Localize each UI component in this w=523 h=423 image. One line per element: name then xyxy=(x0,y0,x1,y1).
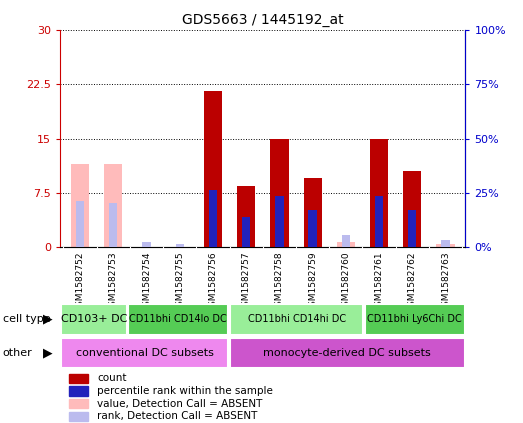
Bar xyxy=(242,217,251,247)
Bar xyxy=(204,91,222,247)
Text: monocyte-derived DC subsets: monocyte-derived DC subsets xyxy=(264,348,431,358)
Title: GDS5663 / 1445192_at: GDS5663 / 1445192_at xyxy=(182,13,344,27)
Bar xyxy=(309,210,317,247)
Bar xyxy=(403,171,422,247)
Bar xyxy=(375,196,383,247)
Bar xyxy=(104,164,122,247)
Text: ▶: ▶ xyxy=(43,313,52,326)
Text: GSM1582752: GSM1582752 xyxy=(76,252,85,312)
Bar xyxy=(275,196,283,247)
Bar xyxy=(370,139,388,247)
Text: GSM1582758: GSM1582758 xyxy=(275,252,284,313)
Text: percentile rank within the sample: percentile rank within the sample xyxy=(97,386,273,396)
Text: CD11bhi CD14hi DC: CD11bhi CD14hi DC xyxy=(247,314,346,324)
Bar xyxy=(176,244,184,247)
Bar xyxy=(408,210,416,247)
Bar xyxy=(142,242,151,247)
Bar xyxy=(230,304,363,335)
Text: count: count xyxy=(97,374,127,383)
Bar xyxy=(342,236,350,247)
Bar xyxy=(70,374,88,383)
Text: GSM1582763: GSM1582763 xyxy=(441,252,450,313)
Text: conventional DC subsets: conventional DC subsets xyxy=(76,348,213,358)
Bar xyxy=(436,244,454,247)
Text: GSM1582762: GSM1582762 xyxy=(408,252,417,312)
Bar xyxy=(71,164,89,247)
Text: ▶: ▶ xyxy=(43,347,52,360)
Bar xyxy=(76,201,84,247)
Text: cell type: cell type xyxy=(3,314,50,324)
Text: CD103+ DC: CD103+ DC xyxy=(61,314,127,324)
Text: CD11bhi Ly6Chi DC: CD11bhi Ly6Chi DC xyxy=(368,314,462,324)
Bar xyxy=(70,412,88,421)
Bar xyxy=(441,240,450,247)
Bar xyxy=(128,304,229,335)
Bar xyxy=(230,338,465,368)
Text: rank, Detection Call = ABSENT: rank, Detection Call = ABSENT xyxy=(97,412,257,421)
Text: other: other xyxy=(3,348,32,358)
Text: GSM1582753: GSM1582753 xyxy=(109,252,118,313)
Text: GSM1582755: GSM1582755 xyxy=(175,252,184,313)
Bar xyxy=(337,242,355,247)
Text: GSM1582756: GSM1582756 xyxy=(209,252,218,313)
Bar xyxy=(270,139,289,247)
Bar xyxy=(365,304,465,335)
Bar xyxy=(61,304,127,335)
Text: GSM1582759: GSM1582759 xyxy=(308,252,317,313)
Bar xyxy=(70,399,88,408)
Text: GSM1582757: GSM1582757 xyxy=(242,252,251,313)
Text: GSM1582754: GSM1582754 xyxy=(142,252,151,312)
Bar xyxy=(61,338,229,368)
Bar xyxy=(303,179,322,247)
Bar xyxy=(237,186,255,247)
Text: value, Detection Call = ABSENT: value, Detection Call = ABSENT xyxy=(97,399,263,409)
Text: CD11bhi CD14lo DC: CD11bhi CD14lo DC xyxy=(130,314,227,324)
Text: GSM1582760: GSM1582760 xyxy=(342,252,350,313)
Bar xyxy=(109,203,118,247)
Text: GSM1582761: GSM1582761 xyxy=(374,252,383,313)
Bar xyxy=(70,387,88,396)
Bar xyxy=(209,190,217,247)
